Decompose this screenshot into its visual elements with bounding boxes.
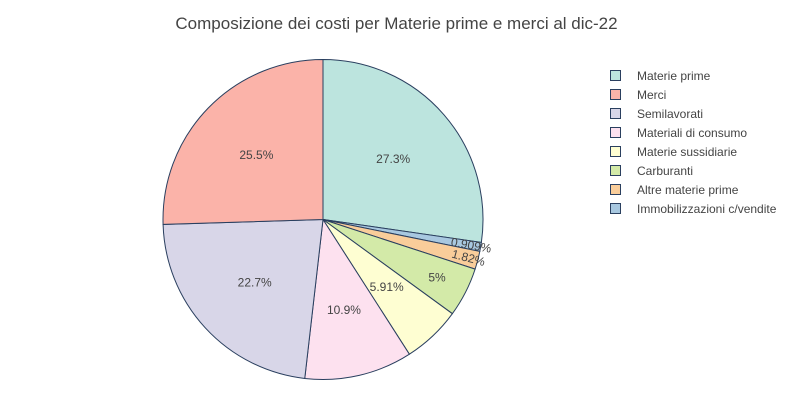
slice-label-materiali-di-consumo: 10.9% xyxy=(327,303,361,317)
legend-label: Materiali di consumo xyxy=(637,125,748,140)
legend-label: Semilavorati xyxy=(637,106,704,121)
legend-swatch xyxy=(610,203,621,214)
legend-item-materiali-di-consumo[interactable]: Materiali di consumo xyxy=(610,123,776,142)
chart-title: Composizione dei costi per Materie prime… xyxy=(175,14,618,33)
legend-swatch xyxy=(610,146,621,157)
slice-label-merci: 25.5% xyxy=(239,148,273,162)
legend-label: Immobilizzazioni c/vendite xyxy=(637,201,777,216)
legend-label: Merci xyxy=(637,87,667,102)
pie-slice-materiali-di-consumo[interactable] xyxy=(304,218,411,380)
legend-swatch xyxy=(610,70,621,81)
legend-item-semilavorati[interactable]: Semilavorati xyxy=(610,104,776,123)
slice-label-materie-prime: 27.3% xyxy=(376,152,410,166)
legend-item-materie-prime[interactable]: Materie prime xyxy=(610,66,776,85)
pie-slice-semilavorati[interactable] xyxy=(162,218,324,380)
legend-label: Carburanti xyxy=(637,163,694,178)
legend-item-materie-sussidiarie[interactable]: Materie sussidiarie xyxy=(610,142,776,161)
legend-swatch xyxy=(610,108,621,119)
legend-item-merci[interactable]: Merci xyxy=(610,85,776,104)
legend-label: Materie sussidiarie xyxy=(637,144,738,159)
slice-label-semilavorati: 22.7% xyxy=(238,275,272,289)
legend-swatch xyxy=(610,165,621,176)
pie-slice-materie-prime[interactable] xyxy=(322,58,484,244)
chart-legend: Materie prime Merci Semilavorati Materiali … xyxy=(610,66,776,218)
legend-swatch xyxy=(610,127,621,138)
slice-label-materie-sussidiarie: 5.91% xyxy=(370,280,404,294)
legend-swatch xyxy=(610,89,621,100)
slice-label-carburanti: 5% xyxy=(428,271,446,285)
legend-label: Altre materie prime xyxy=(637,182,739,197)
legend-item-carburanti[interactable]: Carburanti xyxy=(610,161,776,180)
pie-slice-merci[interactable] xyxy=(162,58,324,225)
legend-item-immobilizzazioni-c-vendite[interactable]: Immobilizzazioni c/vendite xyxy=(610,199,776,218)
legend-item-altre-materie-prime[interactable]: Altre materie prime xyxy=(610,180,776,199)
legend-label: Materie prime xyxy=(637,68,711,83)
legend-swatch xyxy=(610,184,621,195)
